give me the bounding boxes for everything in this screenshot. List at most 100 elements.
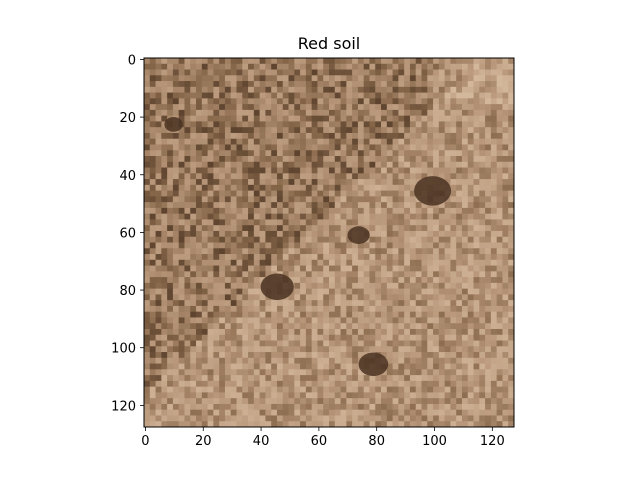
soil-pixel-block — [375, 259, 382, 267]
soil-pixel-block — [288, 363, 295, 370]
soil-pixel-block — [207, 225, 214, 232]
soil-pixel-block — [392, 207, 399, 215]
soil-pixel-block — [242, 323, 249, 330]
soil-pixel-block — [213, 98, 220, 105]
soil-pixel-block — [155, 346, 162, 353]
soil-pixel-block — [224, 202, 232, 209]
soil-pixel-block — [450, 109, 457, 117]
soil-pixel-block — [219, 242, 226, 249]
soil-pixel-block — [409, 271, 417, 278]
soil-pixel-block — [363, 409, 371, 417]
soil-pixel-block — [340, 213, 347, 221]
soil-pixel-block — [392, 254, 399, 261]
soil-pixel-block — [490, 202, 498, 209]
soil-pixel-block — [502, 184, 509, 192]
soil-pixel-block — [311, 230, 319, 238]
soil-pixel-block — [271, 415, 278, 422]
soil-pixel-block — [230, 127, 238, 134]
soil-pixel-block — [190, 86, 197, 94]
soil-pixel-block — [456, 375, 463, 382]
soil-pixel-block — [178, 271, 186, 278]
soil-pixel-block — [190, 242, 197, 249]
soil-pixel-block — [334, 179, 342, 186]
soil-pixel-block — [323, 109, 330, 117]
soil-pixel-block — [352, 115, 359, 123]
soil-pixel-block — [467, 294, 475, 301]
y-tick-label: 0 — [128, 53, 136, 68]
soil-pixel-block — [224, 225, 232, 232]
soil-pixel-block — [381, 219, 388, 226]
soil-pixel-block — [398, 323, 405, 330]
soil-pixel-block — [508, 109, 514, 117]
soil-pixel-block — [236, 196, 243, 203]
soil-pixel-block — [161, 248, 168, 255]
soil-pixel-block — [242, 150, 249, 157]
soil-pixel-block — [398, 173, 405, 180]
soil-pixel-block — [323, 86, 330, 94]
soil-pixel-block — [230, 323, 238, 330]
soil-pixel-block — [253, 386, 261, 394]
soil-pixel-block — [427, 127, 434, 134]
soil-pixel-block — [415, 340, 423, 347]
soil-pixel-block — [305, 184, 313, 192]
soil-pixel-block — [473, 380, 480, 388]
soil-pixel-block — [161, 380, 168, 388]
soil-pixel-block — [196, 300, 203, 307]
soil-pixel-block — [409, 230, 417, 238]
soil-pixel-block — [276, 69, 284, 76]
soil-pixel-block — [369, 403, 376, 411]
soil-pixel-block — [352, 288, 359, 295]
soil-pixel-block — [456, 58, 463, 65]
soil-pixel-block — [386, 230, 394, 238]
soil-pixel-block — [323, 242, 330, 249]
soil-pixel-block — [427, 132, 434, 140]
soil-pixel-block — [340, 392, 347, 399]
soil-pixel-block — [415, 265, 423, 272]
soil-pixel-block — [230, 132, 238, 140]
soil-pixel-block — [294, 369, 301, 376]
soil-pixel-block — [167, 265, 174, 272]
soil-pixel-block — [461, 167, 469, 174]
soil-pixel-block — [369, 409, 376, 417]
soil-pixel-block — [190, 380, 197, 388]
soil-pixel-block — [253, 213, 261, 221]
soil-pixel-block — [317, 63, 324, 71]
soil-pixel-block — [340, 196, 347, 203]
soil-pixel-block — [502, 202, 509, 209]
soil-pixel-block — [276, 132, 284, 140]
soil-pixel-block — [450, 63, 457, 71]
soil-pixel-block — [433, 86, 440, 94]
soil-pixel-block — [242, 317, 249, 324]
soil-pixel-block — [456, 173, 463, 180]
soil-pixel-block — [409, 300, 417, 307]
soil-pixel-block — [461, 242, 469, 249]
soil-pixel-block — [248, 179, 255, 186]
soil-pixel-block — [305, 213, 313, 221]
soil-pixel-block — [167, 352, 174, 359]
soil-pixel-block — [201, 340, 209, 347]
soil-pixel-block — [230, 161, 238, 169]
soil-pixel-block — [456, 317, 463, 324]
soil-pixel-block — [305, 375, 313, 382]
soil-pixel-block — [288, 300, 295, 307]
soil-pixel-block — [508, 305, 514, 313]
soil-pixel-block — [282, 58, 290, 65]
soil-pixel-block — [172, 58, 180, 65]
soil-pixel-block — [508, 277, 514, 284]
soil-pixel-block — [375, 138, 382, 146]
y-tick-label: 40 — [119, 169, 136, 184]
soil-pixel-block — [253, 277, 261, 284]
soil-pixel-block — [196, 288, 203, 295]
soil-pixel-block — [473, 121, 480, 128]
soil-pixel-block — [467, 380, 475, 388]
soil-pixel-block — [311, 380, 319, 388]
soil-pixel-block — [149, 236, 157, 244]
soil-pixel-block — [155, 58, 162, 65]
soil-pixel-block — [381, 265, 388, 272]
soil-pixel-block — [224, 288, 232, 295]
soil-pixel-block — [479, 340, 486, 347]
soil-pixel-block — [386, 104, 394, 111]
soil-pixel-block — [311, 317, 319, 324]
soil-pixel-block — [144, 58, 151, 65]
soil-pixel-block — [346, 219, 353, 226]
